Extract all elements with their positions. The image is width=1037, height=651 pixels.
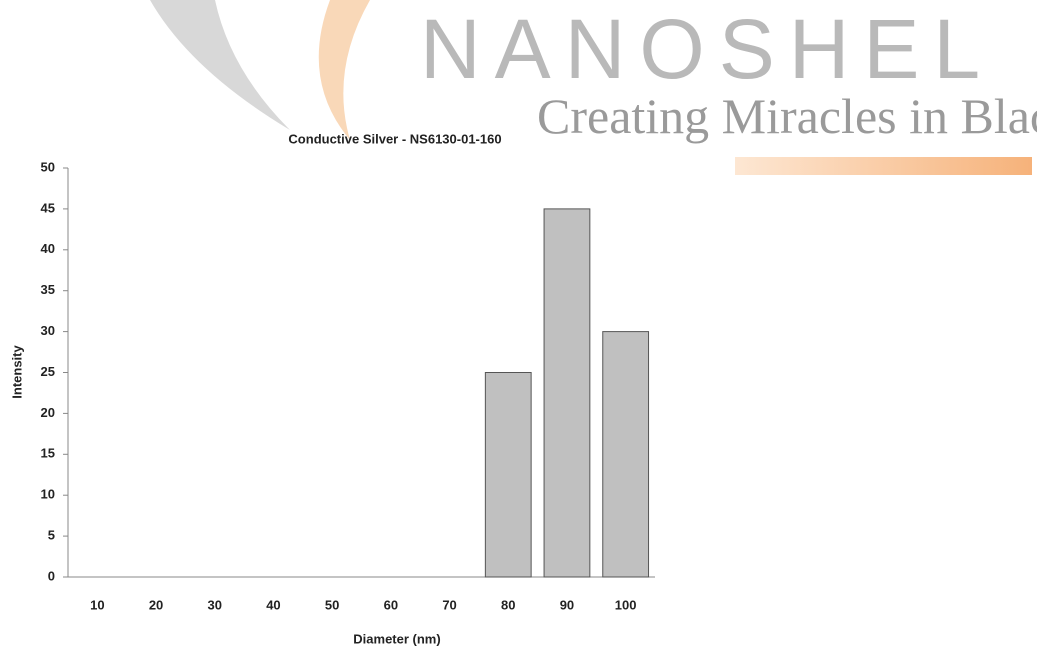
logo-swoosh-grey: [150, 0, 290, 130]
watermark-tagline: Creating Miracles in Black: [537, 88, 1037, 144]
x-tick-label: 30: [208, 597, 222, 612]
x-tick-label: 10: [90, 597, 104, 612]
y-tick-label: 10: [41, 487, 55, 502]
x-tick-label: 40: [266, 597, 280, 612]
y-axis-label: Intensity: [9, 345, 24, 399]
x-tick-label: 80: [501, 597, 515, 612]
x-tick-label: 20: [149, 597, 163, 612]
x-tick-label: 50: [325, 597, 339, 612]
watermark-brand: NANOSHEL: [420, 2, 994, 96]
y-tick-label: 15: [41, 446, 55, 461]
y-tick-label: 45: [41, 200, 55, 215]
bar: [484, 372, 532, 578]
watermark: NANOSHEL Creating Miracles in Black: [150, 0, 1037, 175]
logo-bar: [735, 157, 1032, 175]
y-tick-label: 20: [41, 405, 55, 420]
y-tick-label: 40: [41, 241, 55, 256]
y-tick-label: 25: [41, 364, 55, 379]
y-tick-label: 50: [41, 159, 55, 174]
x-tick-label: 60: [384, 597, 398, 612]
x-tick-label: 100: [615, 597, 637, 612]
y-tick-label: 5: [48, 528, 55, 543]
y-tick-label: 30: [41, 323, 55, 338]
x-axis-label: Diameter (nm): [353, 631, 440, 646]
y-tick-label: 35: [41, 282, 55, 297]
x-tick-label: 90: [560, 597, 574, 612]
y-tick-label: 0: [48, 568, 55, 583]
bar: [543, 208, 591, 578]
logo-swoosh-orange: [318, 0, 370, 140]
x-tick-label: 70: [442, 597, 456, 612]
bar: [602, 331, 650, 578]
chart-title: Conductive Silver - NS6130-01-160: [288, 131, 501, 146]
